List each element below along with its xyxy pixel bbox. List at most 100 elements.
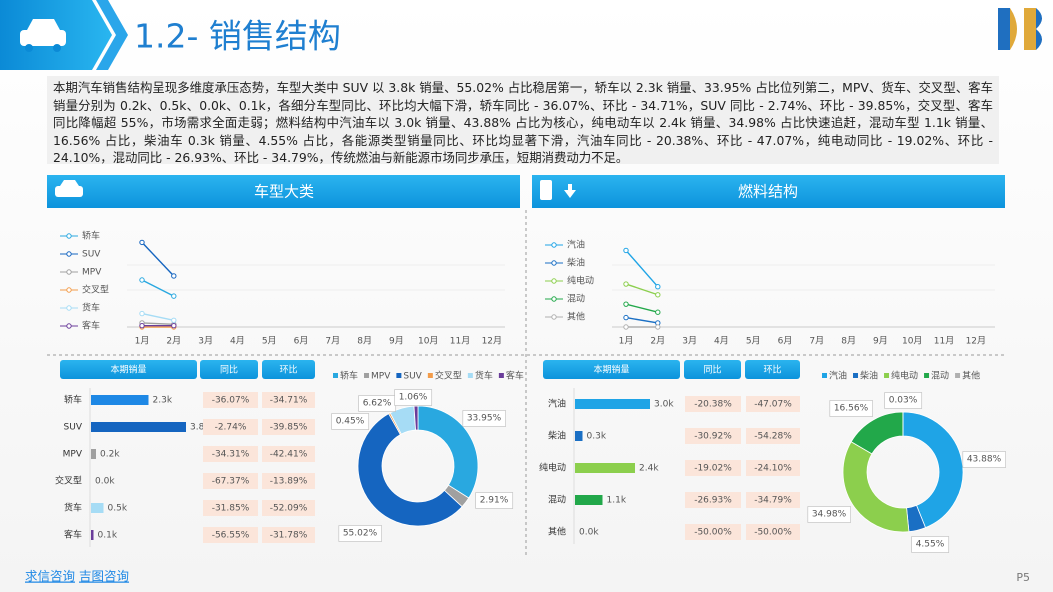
x-tick-label: 4月: [714, 336, 729, 347]
legend-marker: [551, 242, 557, 248]
cell-text: -2.74%: [215, 423, 247, 433]
legend-swatch: [333, 373, 338, 378]
car-icon: [20, 19, 66, 52]
legend-label: 柴油: [860, 370, 878, 382]
x-tick-label: 1月: [619, 336, 634, 347]
series-line: [141, 241, 175, 277]
legend-label: MPV: [371, 372, 391, 382]
series-line: [141, 322, 174, 326]
bar: [575, 495, 603, 505]
x-tick-label: 9月: [873, 336, 888, 347]
x-tick-label: 10月: [902, 336, 922, 347]
bar: [91, 503, 104, 513]
point: [623, 324, 629, 330]
page-title: 1.2- 销售结构: [134, 17, 341, 56]
pie-slice: [902, 411, 964, 529]
legend-label: 纯电动: [891, 370, 918, 382]
footer-link[interactable]: 求信咨询: [25, 569, 75, 584]
row-label: 混动: [548, 495, 566, 506]
column-header: [262, 360, 315, 379]
legend-marker: [551, 314, 557, 320]
bar-label: 0.0k: [95, 477, 115, 487]
cell-text: -20.38%: [694, 400, 732, 410]
column-header: [543, 360, 680, 379]
legend-label: 混动: [931, 371, 949, 382]
label-box: [829, 400, 873, 417]
point: [623, 247, 629, 254]
x-tick-label: 8月: [841, 336, 856, 347]
panel-title: 车型大类: [254, 183, 314, 201]
cell: [262, 500, 315, 516]
legend-label: 汽油: [567, 239, 585, 251]
x-tick-label: 1月: [135, 336, 150, 347]
row-label: 纯电动: [539, 462, 566, 474]
column-header-label: 本期销量: [593, 364, 629, 376]
x-tick-label: 10月: [418, 336, 438, 347]
x-tick-label: 7月: [809, 336, 824, 347]
panel-header: [47, 175, 520, 208]
x-tick-label: 6月: [294, 336, 309, 347]
legend-swatch: [955, 373, 961, 378]
series-line: [141, 312, 174, 321]
cell-text: -31.78%: [270, 531, 308, 541]
column-header-label: 环比: [279, 364, 297, 376]
legend-label: 纯电动: [567, 275, 594, 287]
cell: [203, 473, 258, 489]
panel-header: [532, 175, 1005, 208]
cell: [746, 492, 800, 508]
point: [171, 317, 177, 323]
bar-label: 0.0k: [579, 528, 599, 538]
legend-label: SUV: [82, 250, 101, 260]
legend-swatch: [396, 373, 402, 378]
bar-label: 0.5k: [108, 504, 128, 514]
label-box: [462, 410, 506, 427]
row-label: 客车: [64, 529, 82, 541]
x-tick-label: 8月: [357, 336, 372, 347]
data-label: 0.03%: [889, 396, 918, 406]
cell: [685, 460, 741, 476]
cell-text: -47.07%: [754, 400, 792, 410]
legend-label: 货车: [82, 302, 100, 314]
bar-label: 0.3k: [587, 432, 607, 442]
row-label: 货车: [64, 502, 82, 514]
x-tick-label: 5月: [746, 336, 761, 347]
cell-text: -36.07%: [212, 396, 250, 406]
legend-swatch: [427, 373, 433, 378]
x-tick-label: 12月: [966, 336, 986, 347]
cell-text: -56.55%: [212, 531, 250, 541]
point: [655, 284, 661, 290]
cell: [203, 500, 258, 516]
label-box: [338, 525, 382, 542]
point: [139, 310, 145, 317]
legend-swatch: [924, 373, 930, 378]
label-box: [911, 536, 950, 553]
page-number: P5: [1016, 571, 1030, 584]
row-label: 交叉型: [55, 475, 82, 487]
legend-label: MPV: [82, 268, 102, 278]
point: [171, 322, 177, 329]
series-line: [625, 316, 658, 324]
legend-label: 汽油: [829, 370, 847, 382]
cell-text: -54.28%: [754, 432, 792, 442]
point: [139, 239, 145, 246]
x-tick-label: 4月: [230, 336, 245, 347]
point: [171, 273, 177, 279]
legend-swatch: [884, 373, 890, 378]
panel-title: 燃料结构: [738, 183, 798, 201]
cell-text: -67.37%: [212, 477, 250, 487]
bar-label: 3.8k: [190, 423, 210, 433]
column-header-label: 本期销量: [110, 364, 146, 376]
row-label: SUV: [64, 423, 83, 433]
data-label: 1.06%: [399, 393, 428, 403]
cell: [262, 527, 315, 543]
cell-text: -26.93%: [694, 496, 732, 506]
series-line: [141, 279, 175, 297]
column-header: [200, 360, 258, 379]
cell-text: -52.09%: [270, 504, 308, 514]
footer-link[interactable]: 吉图咨询: [79, 569, 129, 584]
label-box: [807, 506, 851, 523]
data-label: 55.02%: [343, 529, 378, 539]
x-tick-label: 11月: [450, 336, 470, 347]
cell: [262, 446, 315, 462]
